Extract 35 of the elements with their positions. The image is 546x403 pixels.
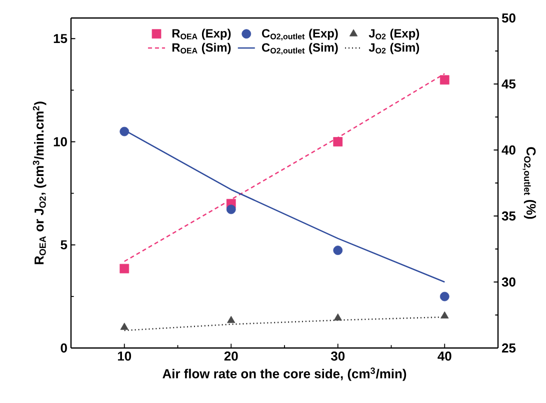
y-tick-label: 5	[60, 240, 68, 250]
y2-axis-title: C$_{O2,outlet}$ (%)	[522, 147, 536, 219]
point	[440, 75, 450, 85]
y2-tick-label: 35	[502, 211, 516, 221]
legend-label: R$_{OEA}$ (Exp)	[172, 28, 231, 40]
y2-tick-label: 30	[502, 277, 516, 287]
point	[440, 292, 450, 302]
point	[120, 322, 128, 330]
point	[334, 313, 342, 321]
point	[333, 246, 343, 256]
line-series	[124, 73, 446, 262]
legend-label: R$_{OEA}$ (Sim)	[172, 42, 231, 54]
x-axis-title: Air flow rate on the core side, (cm$^{3}$/min)	[162, 368, 406, 381]
point	[226, 204, 236, 214]
legend-label: C$_{O2,outlet}$ (Exp)	[262, 28, 338, 40]
text: R$_{OEA}$ or J$_{O2}$, (cm$^{3}$/min.cm$^{2}$)	[32, 102, 46, 264]
y2-tick-label: 45	[502, 79, 516, 89]
y2-tick-label: 25	[502, 343, 516, 353]
y2-tick-label: 50	[502, 13, 516, 23]
y-tick-label: 15	[54, 34, 68, 44]
y-tick-label: 10	[54, 137, 67, 146]
point	[333, 137, 343, 146]
y2-tick-label: 40	[502, 145, 516, 155]
y-tick-label: 0	[60, 343, 67, 353]
point	[227, 316, 236, 324]
point	[120, 264, 130, 274]
x-tick-label: 30	[330, 352, 345, 361]
legend-label: J$_{O2}$ (Exp)	[368, 28, 420, 40]
legend-label: J$_{O2}$ (Sim)	[368, 42, 420, 54]
x-tick-label: 40	[438, 352, 452, 361]
point	[440, 311, 449, 318]
x-tick-label: 10	[118, 352, 132, 361]
legend-label: C$_{O2,outlet}$ (Sim)	[262, 42, 338, 55]
point	[120, 126, 130, 136]
x-tick-label: 20	[224, 352, 238, 361]
